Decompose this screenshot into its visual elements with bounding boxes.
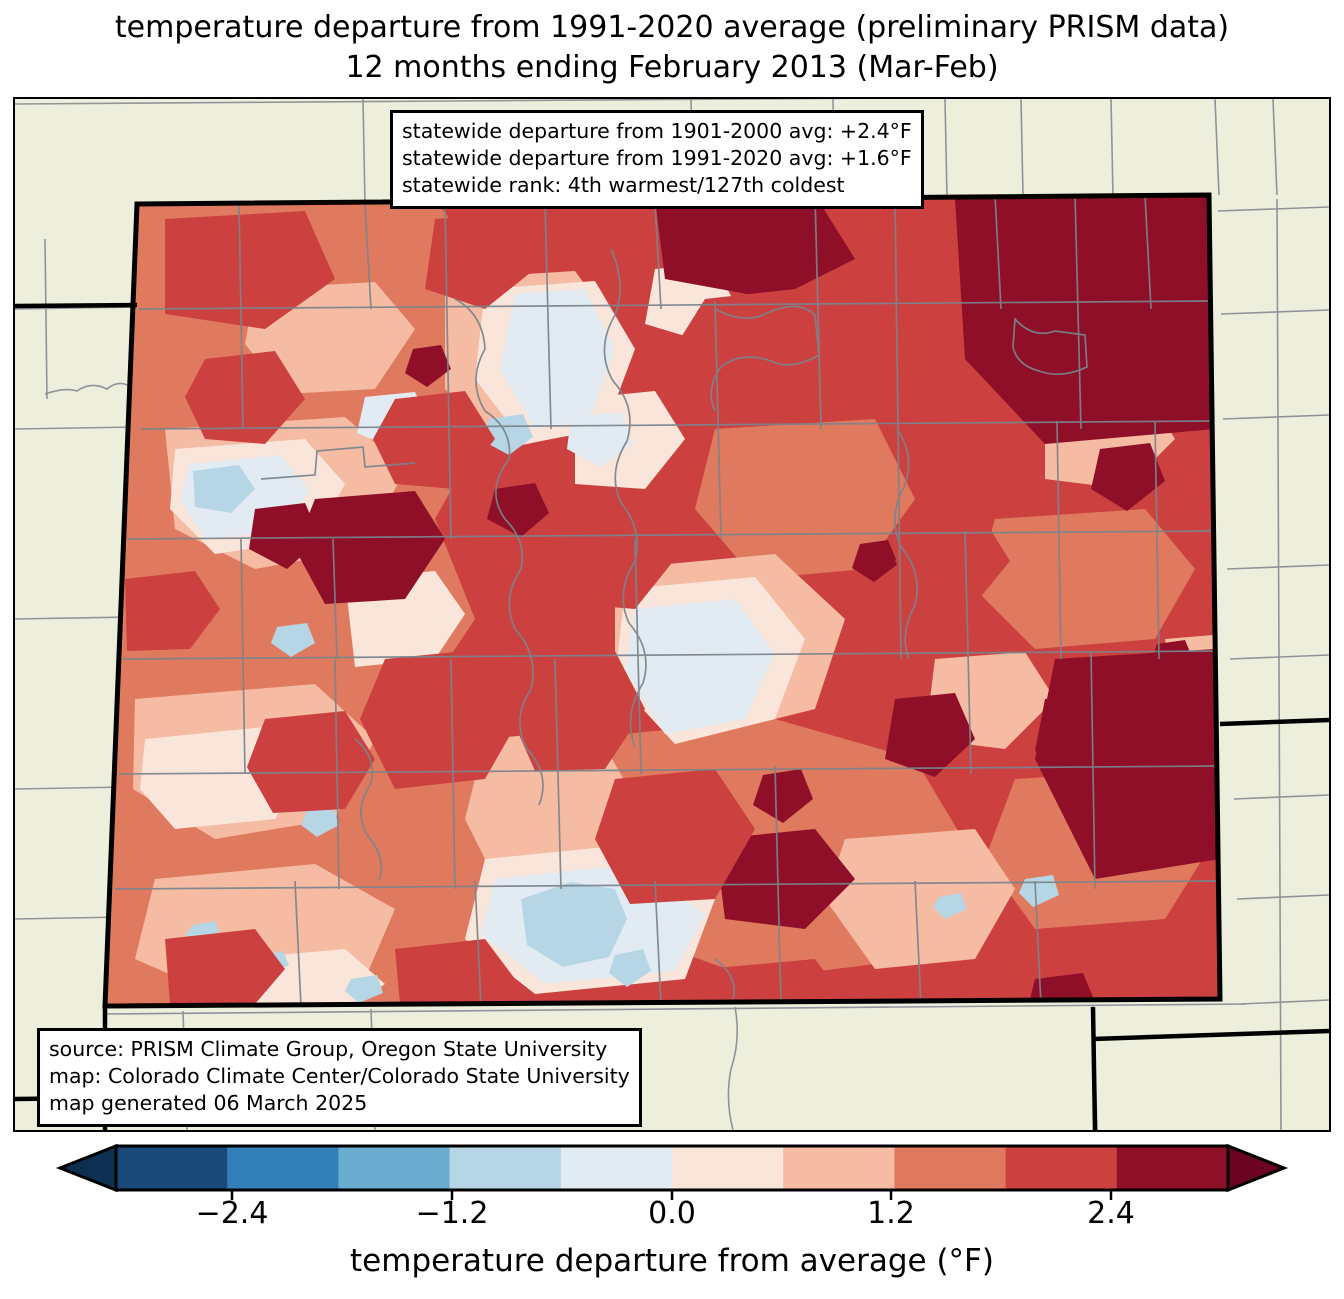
- colorbar-tick-label-3: 1.2: [867, 1196, 915, 1231]
- colorbar-band-8: [1005, 1146, 1118, 1190]
- colorado-county-lines: [114, 195, 1220, 1006]
- colorbar: [0, 1140, 1344, 1202]
- source-line-map: map: Colorado Climate Center/Colorado St…: [49, 1064, 630, 1088]
- colorbar-extend-over: [1226, 1143, 1289, 1193]
- colorbar-band-4: [560, 1146, 673, 1190]
- colorbar-extend-under: [55, 1143, 118, 1193]
- colorado-temperature-departure-map: [15, 99, 1329, 1130]
- stats-line-1901-2000: statewide departure from 1901-2000 avg: …: [402, 119, 912, 143]
- colorbar-axis-label: temperature departure from average (°F): [350, 1243, 994, 1279]
- colorbar-band-2: [338, 1146, 451, 1190]
- colorbar-svg: [55, 1143, 1289, 1200]
- map-title: temperature departure from 1991-2020 ave…: [0, 8, 1344, 88]
- map-title-line1: temperature departure from 1991-2020 ave…: [114, 10, 1230, 45]
- colorbar-tick-label-2: 0.0: [648, 1196, 696, 1231]
- colorbar-tick-label-1: −1.2: [415, 1196, 489, 1231]
- map-title-line2: 12 months ending February 2013 (Mar-Feb): [345, 50, 999, 85]
- colorbar-tick-label-4: 2.4: [1087, 1196, 1135, 1231]
- colorbar-band-7: [894, 1146, 1007, 1190]
- colorbar-band-9: [1116, 1146, 1229, 1190]
- colorbar-band-6: [783, 1146, 895, 1190]
- colorbar-band-5: [672, 1146, 784, 1190]
- temperature-contour-fill: [105, 195, 1220, 1006]
- colorbar-band-3: [449, 1146, 562, 1190]
- colorbar-band-1: [227, 1146, 339, 1190]
- statistics-annotation: statewide departure from 1901-2000 avg: …: [390, 110, 924, 209]
- stats-line-1991-2020: statewide departure from 1991-2020 avg: …: [402, 146, 912, 170]
- source-line-generated: map generated 06 March 2025: [49, 1091, 368, 1115]
- source-annotation: source: PRISM Climate Group, Oregon Stat…: [37, 1028, 642, 1127]
- colorbar-tick-label-0: −2.4: [195, 1196, 269, 1231]
- stats-line-rank: statewide rank: 4th warmest/127th coldes…: [402, 173, 845, 197]
- map-panel: statewide departure from 1901-2000 avg: …: [13, 97, 1331, 1132]
- colorbar-tick-labels: −2.4 −1.2 0.0 1.2 2.4: [0, 1196, 1344, 1242]
- source-line-prism: source: PRISM Climate Group, Oregon Stat…: [49, 1037, 608, 1061]
- colorbar-band-0: [116, 1146, 228, 1190]
